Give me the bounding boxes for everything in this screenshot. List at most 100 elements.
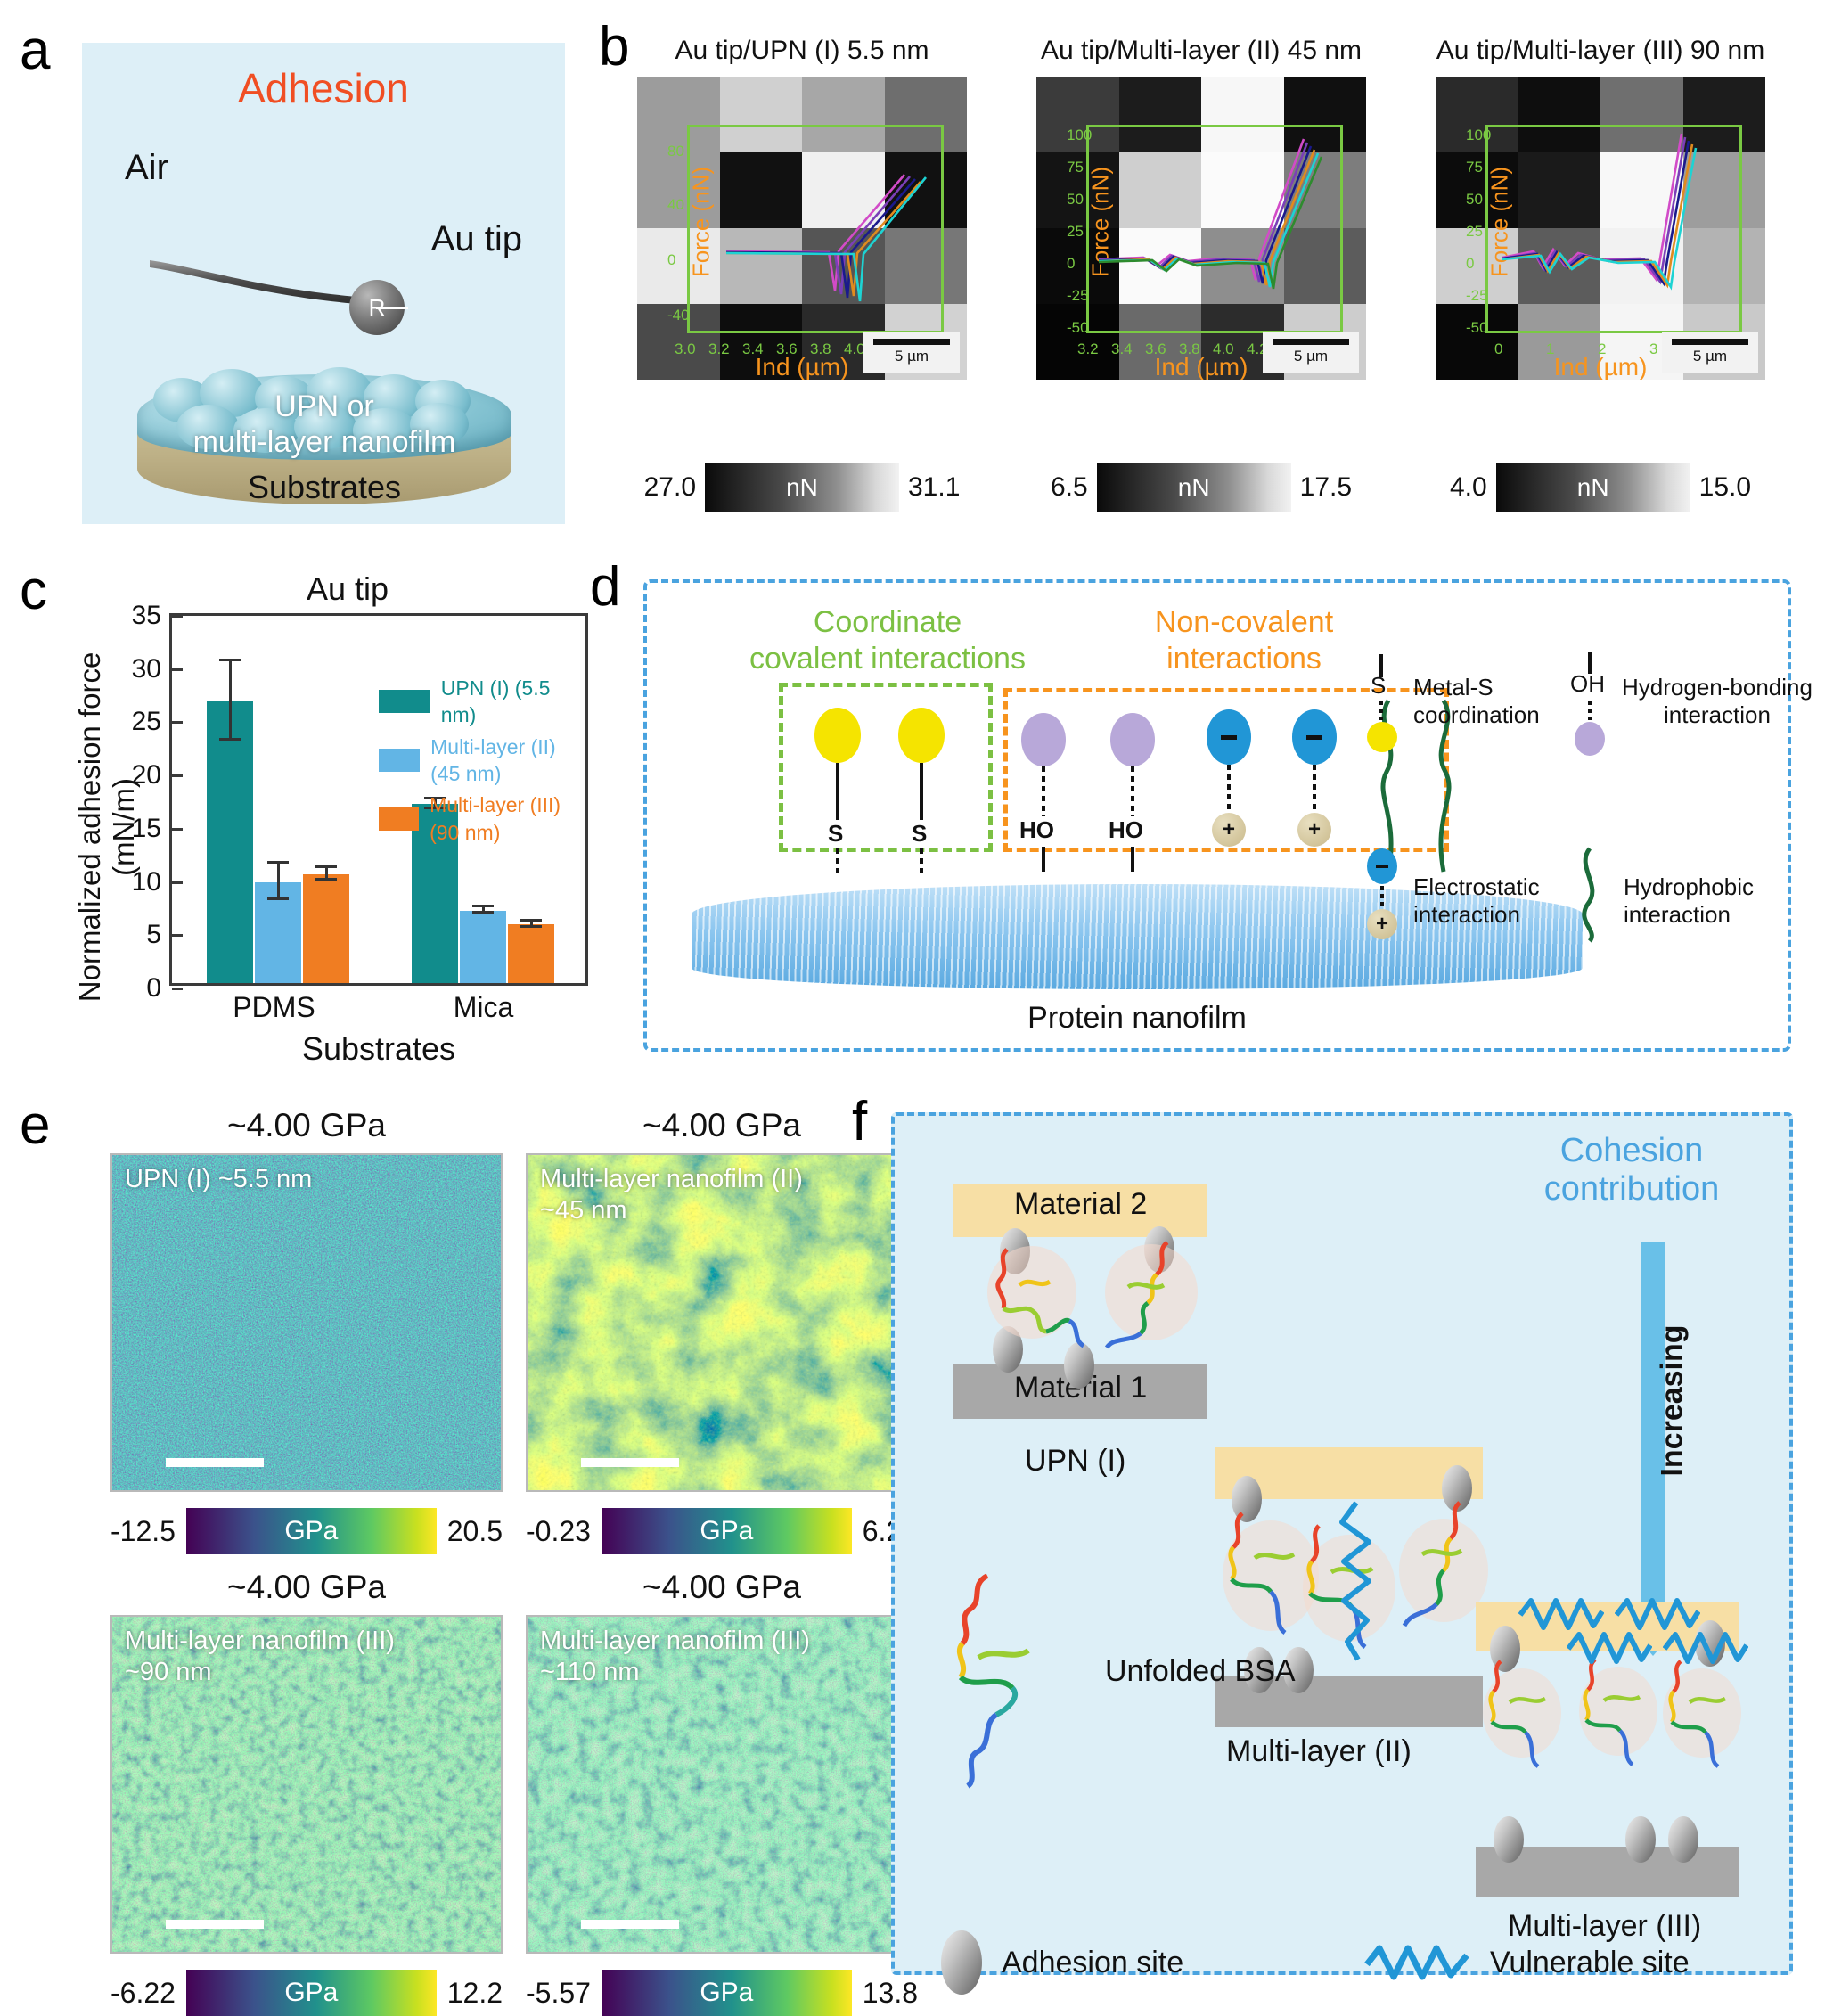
chart-errorbar-0-2 xyxy=(324,868,328,881)
chart-ytickmark-0 xyxy=(172,988,183,990)
panel-b-afm-maps: Au tip/UPN (I) 5.5 nm Force (nN) 80 40 0… xyxy=(606,36,1800,535)
noncovalent-title: Non-covalent interactions xyxy=(1066,604,1422,677)
ho-label-1: HO xyxy=(1019,816,1054,843)
chart-ytick-2: 10 xyxy=(131,866,161,897)
afm-map-1-cbar-min: 27.0 xyxy=(643,472,696,502)
afm-map-2-ytick-1: 75 xyxy=(1067,159,1084,176)
afm-map-3-image: Force (nN) 100 75 50 25 0 -25 -50 0 1 2 xyxy=(1436,77,1765,380)
afm-map-2-xtick-0: 3.2 xyxy=(1077,340,1099,357)
legend-electrostatic-l1: Electrostatic xyxy=(1413,873,1540,900)
chart-errorcap-0-1-0 xyxy=(266,861,289,865)
panel-e-modulus-maps: ~4.00 GPa UPN (I) ~5.5 nm -12.5 GPa xyxy=(27,1096,918,2016)
modulus-map-3-cbar-min: -6.22 xyxy=(110,1976,176,2009)
legend-label-2: Multi-layer (III) (90 nm) xyxy=(430,793,561,844)
minus-sign-icon-2 xyxy=(1306,734,1322,740)
legend-vulnerable-site-icon xyxy=(1364,1945,1469,1980)
metal-s-dot-2 xyxy=(898,708,945,763)
afm-map-3-ytick-1: 75 xyxy=(1466,159,1483,176)
modulus-map-2-cbar-unit: GPa xyxy=(700,1516,754,1545)
vulnerable-site-s2 xyxy=(1339,1501,1371,1661)
adhesion-site-s2-c xyxy=(1244,1647,1274,1693)
afm-map-2-xtick-3: 3.8 xyxy=(1179,340,1200,357)
chart-ytick-3: 15 xyxy=(131,813,161,843)
afm-map-1-ytick-0: 80 xyxy=(667,143,684,160)
modulus-map-3-cbar-unit: GPa xyxy=(284,1978,339,2007)
afm-map-3-scalebar: 5 µm xyxy=(1662,332,1758,373)
chart-ytickmark-2 xyxy=(172,881,183,884)
chart-bar-0-0 xyxy=(206,701,253,983)
chart-xlabel: Substrates xyxy=(301,1030,456,1067)
modulus-map-4-colorbar: -5.57 GPa 13.8 xyxy=(526,1970,918,2016)
chart-errorcap-0-0-0 xyxy=(218,659,241,662)
electrostatic-link-1 xyxy=(1227,765,1231,816)
afm-map-2-cbar-unit: nN xyxy=(1177,473,1210,501)
nanofilm-caption-line1: UPN or xyxy=(274,389,374,423)
afm-map-1-cbar-max: 31.1 xyxy=(908,472,961,502)
chart-errorcap-0-0-1 xyxy=(218,737,241,741)
panel-c-bar-chart: Au tip Normalized adhesion force (mN/m) … xyxy=(27,570,606,1069)
afm-map-1-scalebar: 5 µm xyxy=(863,332,960,373)
hydrogen-bond-dot-2 xyxy=(1110,713,1155,766)
afm-map-1: Au tip/UPN (I) 5.5 nm Force (nN) 80 40 0… xyxy=(624,36,980,512)
modulus-map-1-cbar-unit: GPa xyxy=(284,1516,339,1545)
modulus-map-3-label: Multi-layer nanofilm (III) ~90 nm xyxy=(125,1626,395,1688)
protein-nanofilm-caption: Protein nanofilm xyxy=(1027,1001,1247,1035)
modulus-map-4-cbar-max: 13.8 xyxy=(862,1976,918,2009)
afm-map-3-ytick-5: -25 xyxy=(1466,287,1488,304)
bsa-protein-s1-a xyxy=(987,1246,1085,1348)
hydrogen-bond-dot-1 xyxy=(1021,713,1066,766)
legend-hydrophobic-chain-icon xyxy=(1582,847,1595,943)
vulnerable-site-s3-b xyxy=(1615,1598,1700,1630)
legend-item-2: Multi-layer (III) (90 nm) xyxy=(379,791,585,846)
chart-errorcap-1-0-0 xyxy=(424,797,446,799)
hydrophobic-chain-2 xyxy=(1438,699,1452,873)
panel-label-c: c xyxy=(20,560,47,621)
chart-ytickmark-5 xyxy=(172,721,183,725)
legend-label-1: Multi-layer (II) (45 nm) xyxy=(430,734,556,786)
modulus-map-4-cbar-min: -5.57 xyxy=(526,1976,591,2009)
chart-ytick-1: 5 xyxy=(146,920,161,950)
metal-s-bond-2 xyxy=(920,848,923,873)
adhesion-site-s3-a xyxy=(1490,1626,1520,1672)
afm-map-3-cbar-gradient: nN xyxy=(1495,463,1690,512)
afm-map-3-xtick-1: 1 xyxy=(1546,340,1555,357)
panel-label-b: b xyxy=(599,16,630,78)
chart-errorcap-1-1-0 xyxy=(472,905,495,908)
afm-map-1-xlabel: Ind (µm) xyxy=(755,353,849,380)
afm-map-3-ytick-0: 100 xyxy=(1466,127,1492,143)
modulus-map-1-image: UPN (I) ~5.5 nm xyxy=(110,1153,503,1492)
ho-stem-2 xyxy=(1131,847,1134,872)
afm-map-3: Au tip/Multi-layer (III) 90 nm Force (nN… xyxy=(1422,36,1779,512)
panel-label-a: a xyxy=(20,20,51,81)
chart-bar-1-1 xyxy=(460,910,507,983)
afm-map-3-plot-frame xyxy=(1485,125,1742,333)
modulus-map-4-label: Multi-layer nanofilm (III) ~110 nm xyxy=(540,1626,810,1688)
modulus-map-4-scalebar xyxy=(581,1920,679,1929)
coordinate-covalent-title-l2: covalent interactions xyxy=(749,641,1026,676)
chart-ytickmark-6 xyxy=(172,668,183,671)
positive-charge-1: + xyxy=(1212,813,1246,847)
bsa-protein-s2-c xyxy=(1399,1501,1488,1627)
coordinate-covalent-box xyxy=(779,683,993,852)
chart-ytickmark-4 xyxy=(172,774,183,778)
scalebar-line xyxy=(873,339,950,345)
modulus-map-1-label-l1: UPN (I) ~5.5 nm xyxy=(125,1165,313,1193)
modulus-map-4-image: Multi-layer nanofilm (III) ~110 nm xyxy=(526,1615,918,1954)
modulus-map-3: ~4.00 GPa Multi-layer nanofilm (III) ~90… xyxy=(110,1569,503,2016)
legend-hydrophobic-l1: Hydrophobic xyxy=(1624,873,1754,900)
afm-map-1-image: Force (nN) 80 40 0 -40 3.0 3.2 3.4 3.6 3… xyxy=(637,77,967,380)
modulus-map-4: ~4.00 GPa Multi-layer nanofilm (III) ~11… xyxy=(526,1569,918,2016)
nanofilm-layer xyxy=(137,367,511,460)
bsa-protein-s3-c xyxy=(1663,1660,1741,1768)
afm-map-1-ytick-3: -40 xyxy=(667,307,690,324)
afm-map-1-ytick-2: 0 xyxy=(667,251,676,268)
legend-item-0: UPN (I) (5.5 nm) xyxy=(379,675,585,729)
metal-s-dot-1 xyxy=(814,708,861,763)
afm-map-1-xtick-3: 3.6 xyxy=(776,340,798,357)
afm-map-3-xtick-0: 0 xyxy=(1494,340,1503,357)
metal-s-label-1: S xyxy=(828,820,844,847)
modulus-map-4-label-l1: Multi-layer nanofilm (III) xyxy=(540,1627,810,1655)
afm-map-2-scalebar-label: 5 µm xyxy=(1293,348,1329,365)
panel-label-f: f xyxy=(852,1091,868,1152)
modulus-map-1-label: UPN (I) ~5.5 nm xyxy=(125,1164,312,1195)
